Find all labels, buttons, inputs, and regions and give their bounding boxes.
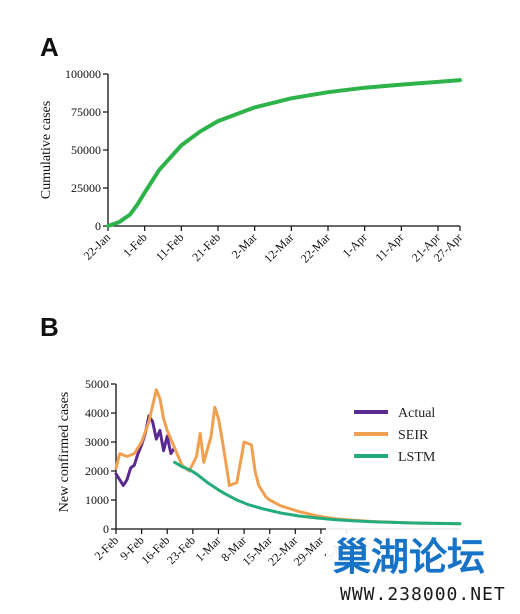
panel-b-y-tick-label: 0 (103, 522, 109, 536)
panel-a-y-tick-label: 50000 (71, 143, 101, 157)
legend-label-lstm: LSTM (398, 450, 436, 465)
panel-a-y-label: Cumulative cases (39, 101, 54, 199)
panel-a-x-tick-label: 11-Apr (372, 230, 406, 264)
panel-a-x-tick-label: 1-Feb (120, 230, 150, 260)
panel-a-y-tick-label: 100000 (65, 67, 101, 81)
panel-a-y-tick-label: 25000 (71, 181, 101, 195)
panel-a-series-line-0 (106, 78, 462, 228)
panel-b-x-tick-label: 23-Feb (164, 533, 198, 567)
panel-b-x-tick-label: 1-Mar (192, 533, 223, 564)
panel-a-y-tick-label: 0 (95, 219, 101, 233)
panel-b-y-tick-label: 1000 (85, 493, 109, 507)
panel-b-letter: B (40, 312, 59, 342)
panel-b-y-tick-label: 4000 (85, 406, 109, 420)
panel-a-x-tick-label: 12-Mar (261, 230, 296, 265)
panel-b-x-tick-label: 29-Mar (291, 533, 326, 568)
panel-b-series-line-lstm (173, 460, 462, 526)
panel-b-chart: New confirmed cases 0 1000 2000 3000 4000 500… (57, 377, 462, 569)
panel-a-x-tick-label: 21-Feb (189, 230, 223, 264)
panel-a-x-tick-label: 22-Mar (298, 230, 333, 265)
panel-b-y-label: New confirmed cases (57, 392, 72, 513)
panel-b-x-tick-label: 16-Feb (138, 533, 172, 567)
panel-b-y-tick-label: 3000 (85, 435, 109, 449)
panel-a-letter: A (40, 32, 59, 62)
legend-label-seir: SEIR (398, 428, 429, 443)
watermark: 巢湖论坛 WWW.238000.NET (326, 528, 520, 614)
watermark-logo-text: 巢湖论坛 (333, 535, 485, 579)
watermark-background (326, 528, 520, 614)
panel-b-y-tick-label: 2000 (85, 464, 109, 478)
panel-b-y-tick-label: 5000 (85, 377, 109, 391)
legend-label-actual: Actual (398, 406, 435, 421)
panel-b-x-tick-label: 2-Feb (91, 533, 121, 563)
panel-a-x-tick-label: 2-Mar (229, 230, 260, 261)
panel-a-x-tick-label: 1-Apr (340, 230, 370, 260)
panel-a-chart: Cumulative cases 0 25000 50000 75000 100000 2… (39, 67, 465, 266)
watermark-url: WWW.238000.NET (340, 584, 506, 605)
panel-a-x-tick-label: 11-Feb (153, 230, 187, 264)
panel-a-y-tick-label: 75000 (71, 105, 101, 119)
panel-a-x-tick-label: 22-Jan (81, 230, 114, 263)
